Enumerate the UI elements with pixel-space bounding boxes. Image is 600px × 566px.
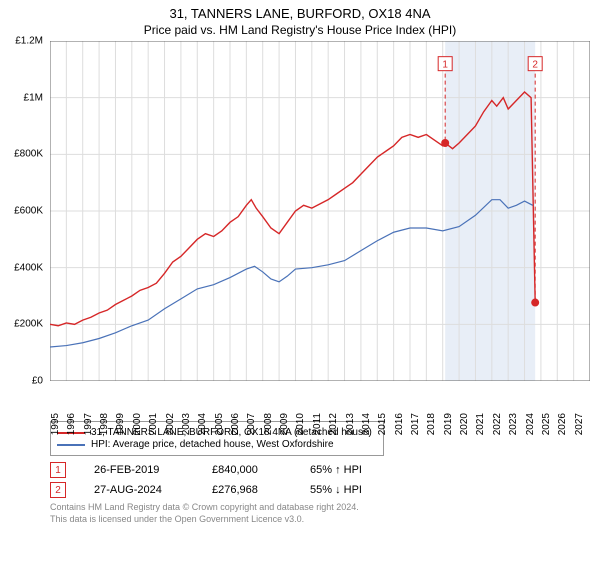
svg-text:1: 1 — [442, 60, 448, 71]
x-tick-label: 2010 — [295, 413, 306, 435]
x-tick-label: 2002 — [165, 413, 176, 435]
x-axis: 1995199619971998199920002001200220032004… — [50, 381, 590, 417]
y-tick-label: £400K — [0, 262, 43, 273]
x-tick-label: 2021 — [475, 413, 486, 435]
footer-line-2: This data is licensed under the Open Gov… — [50, 514, 590, 526]
x-tick-label: 1999 — [115, 413, 126, 435]
x-tick-label: 2020 — [459, 413, 470, 435]
x-tick-label: 2012 — [328, 413, 339, 435]
x-tick-label: 2000 — [132, 413, 143, 435]
x-tick-label: 2018 — [426, 413, 437, 435]
x-tick-label: 2017 — [410, 413, 421, 435]
x-tick-label: 2027 — [574, 413, 585, 435]
x-tick-label: 2019 — [443, 413, 454, 435]
chart-subtitle: Price paid vs. HM Land Registry's House … — [0, 23, 600, 37]
svg-text:2: 2 — [532, 60, 538, 71]
footer-line-1: Contains HM Land Registry data © Crown c… — [50, 502, 590, 514]
x-tick-label: 1997 — [83, 413, 94, 435]
x-tick-label: 2004 — [197, 413, 208, 435]
x-tick-label: 2003 — [181, 413, 192, 435]
legend-swatch — [57, 444, 85, 446]
x-tick-label: 2026 — [557, 413, 568, 435]
sales-table: 1 26-FEB-2019 £840,000 65% ↑ HPI 2 27-AUG-202… — [50, 462, 590, 498]
y-tick-label: £1M — [0, 92, 43, 103]
chart-area: £0£200K£400K£600K£800K£1M£1.2M 12 — [50, 41, 590, 381]
sale-marker: 1 — [50, 462, 66, 478]
x-tick-label: 1996 — [66, 413, 77, 435]
x-tick-label: 2016 — [394, 413, 405, 435]
sale-row: 1 26-FEB-2019 £840,000 65% ↑ HPI — [50, 462, 590, 478]
y-tick-label: £1.2M — [0, 36, 43, 47]
sale-price: £840,000 — [212, 464, 282, 476]
x-tick-label: 2001 — [148, 413, 159, 435]
y-tick-label: £200K — [0, 319, 43, 330]
legend-label: HPI: Average price, detached house, West… — [91, 439, 334, 450]
sale-pct: 55% ↓ HPI — [310, 484, 400, 496]
x-tick-label: 1998 — [99, 413, 110, 435]
chart-plot: 12 — [50, 41, 590, 381]
y-tick-label: £0 — [0, 376, 43, 387]
y-tick-label: £800K — [0, 149, 43, 160]
chart-title: 31, TANNERS LANE, BURFORD, OX18 4NA — [0, 6, 600, 21]
x-tick-label: 2008 — [263, 413, 274, 435]
x-tick-label: 2009 — [279, 413, 290, 435]
footer: Contains HM Land Registry data © Crown c… — [50, 502, 590, 525]
x-tick-label: 2007 — [246, 413, 257, 435]
x-tick-label: 2022 — [492, 413, 503, 435]
x-tick-label: 2025 — [541, 413, 552, 435]
x-tick-label: 2014 — [361, 413, 372, 435]
x-tick-label: 2013 — [345, 413, 356, 435]
sale-pct: 65% ↑ HPI — [310, 464, 400, 476]
y-tick-label: £600K — [0, 206, 43, 217]
x-tick-label: 1995 — [50, 413, 61, 435]
x-tick-label: 2023 — [508, 413, 519, 435]
sale-date: 26-FEB-2019 — [94, 464, 184, 476]
legend-item: HPI: Average price, detached house, West… — [57, 439, 377, 450]
x-tick-label: 2015 — [377, 413, 388, 435]
x-tick-label: 2005 — [214, 413, 225, 435]
sale-date: 27-AUG-2024 — [94, 484, 184, 496]
x-tick-label: 2024 — [525, 413, 536, 435]
x-tick-label: 2011 — [312, 413, 323, 435]
sale-marker: 2 — [50, 482, 66, 498]
x-tick-label: 2006 — [230, 413, 241, 435]
sale-price: £276,968 — [212, 484, 282, 496]
sale-row: 2 27-AUG-2024 £276,968 55% ↓ HPI — [50, 482, 590, 498]
y-axis: £0£200K£400K£600K£800K£1M£1.2M — [0, 41, 45, 381]
